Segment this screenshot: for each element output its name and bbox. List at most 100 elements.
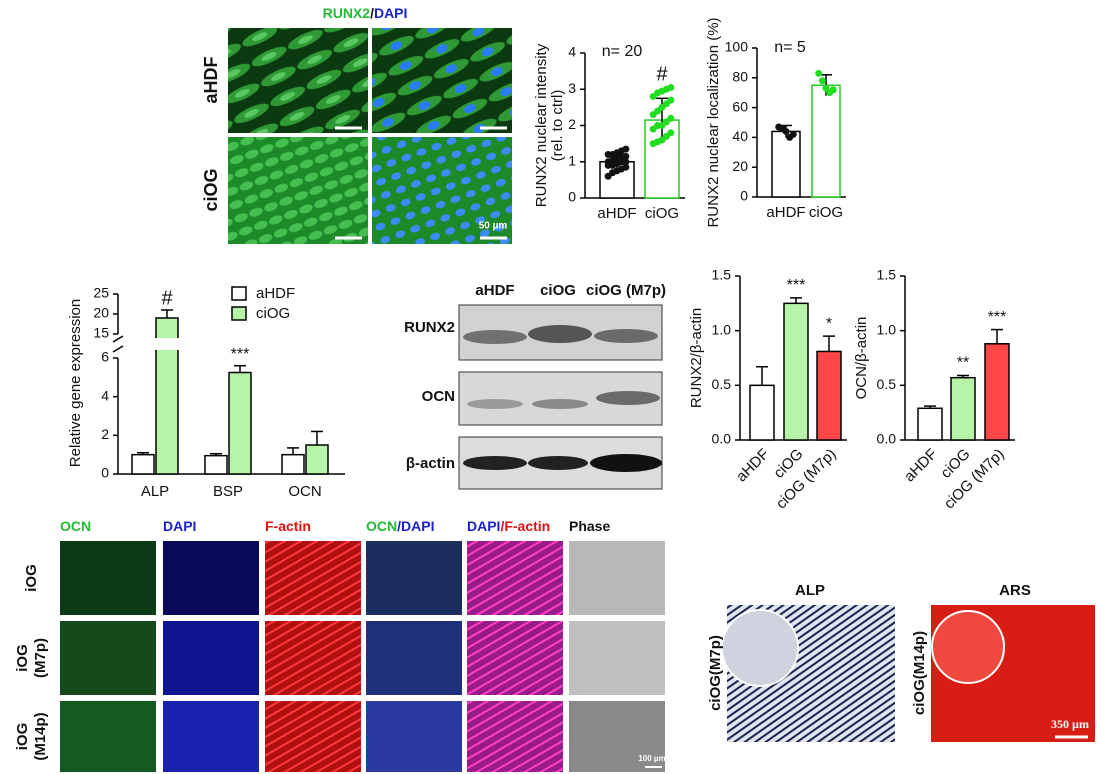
bar (811, 84, 841, 198)
micrograph (569, 541, 665, 615)
y-tick-label: 2 (101, 426, 109, 442)
micrograph (265, 701, 361, 772)
legend-swatch (231, 286, 247, 301)
significance: ** (957, 355, 969, 372)
micrograph (372, 28, 512, 133)
data-point (667, 114, 675, 122)
header-part: DAPI (467, 518, 500, 534)
bar (281, 453, 305, 475)
y-tick-label: 0.0 (877, 431, 897, 447)
stain-title: ARS (999, 582, 1031, 599)
data-point (789, 130, 797, 138)
y-tick-label: 20 (93, 305, 109, 321)
y-tick-label: 0 (568, 189, 576, 205)
data-point (622, 152, 630, 160)
y-tick-label: 40 (732, 128, 748, 144)
bar (228, 371, 252, 475)
y-axis-label: (rel. to ctrl) (549, 90, 566, 162)
bar (950, 376, 976, 441)
lane-label: aHDF (475, 282, 514, 299)
bar (749, 384, 775, 441)
y-axis-label: RUNX2 nuclear intensity (533, 43, 550, 207)
row-label: iOG (23, 564, 40, 592)
y-axis-label: Relative gene expression (67, 299, 84, 467)
significance: # (656, 64, 668, 86)
micrograph (366, 621, 462, 695)
lane-label: ciOG (540, 282, 576, 299)
y-tick-label: 25 (93, 285, 109, 301)
micrograph (228, 28, 368, 133)
data-point (622, 163, 630, 171)
bar (984, 343, 1010, 441)
row-label: iOG (14, 723, 31, 751)
bar (204, 454, 228, 475)
row-label: ciOG (201, 168, 221, 211)
blot-row-label: RUNX2 (404, 319, 455, 336)
significance: *** (988, 309, 1007, 326)
data-point (829, 86, 837, 94)
micrograph (163, 541, 259, 615)
annotation: n= 5 (774, 39, 806, 56)
micrograph (372, 137, 512, 244)
y-tick-label: 4 (101, 387, 109, 403)
well (721, 609, 799, 687)
legend-label: aHDF (256, 285, 295, 302)
column-header: OCN/DAPI (366, 518, 434, 534)
data-point (667, 83, 675, 91)
blot-row-label: β-actin (406, 455, 455, 472)
y-tick-label: 6 (101, 349, 109, 365)
y-tick-label: 0 (101, 465, 109, 481)
x-tick-label: ALP (141, 483, 169, 500)
micrograph (569, 621, 665, 695)
row-label: (M14p) (32, 712, 49, 760)
column-header: DAPI (163, 518, 196, 534)
y-tick-label: 0.5 (877, 376, 897, 392)
micrograph (569, 701, 665, 772)
y-tick-label: 3 (568, 80, 576, 96)
y-tick-label: 4 (568, 44, 576, 60)
bar (816, 350, 842, 441)
y-tick-label: 0 (740, 188, 748, 204)
micrograph (163, 621, 259, 695)
column-header: F-actin (265, 518, 311, 534)
y-tick-label: 1 (568, 152, 576, 168)
significance: # (161, 287, 173, 309)
header-part: OCN (60, 518, 91, 534)
y-tick-label: 15 (93, 325, 109, 341)
header-part: F-actin (265, 518, 311, 534)
scale-label: 50 µm (479, 221, 508, 232)
column-header: Phase (569, 518, 610, 534)
micrograph (366, 541, 462, 615)
micrograph (60, 621, 156, 695)
micrograph (265, 621, 361, 695)
bar (917, 407, 943, 441)
micrograph (163, 701, 259, 772)
well (931, 610, 1005, 684)
image-grid: OCN DAPI F-actin OCN/DAPI DAPI/F-actin Phase i… (14, 518, 666, 772)
axis-break (112, 345, 124, 353)
header-part: Phase (569, 518, 610, 534)
y-axis-label: OCN/β-actin (853, 317, 870, 400)
x-tick-label: aHDF (766, 204, 805, 221)
header-part: OCN (366, 518, 397, 534)
data-point (622, 145, 630, 153)
micrograph (265, 541, 361, 615)
y-tick-label: 1.5 (877, 267, 897, 283)
legend-swatch (231, 306, 247, 321)
header-part: /F-actin (500, 518, 550, 534)
row-label: iOG (14, 644, 31, 672)
y-axis-label: RUNX2/β-actin (688, 308, 705, 408)
y-tick-label: 80 (732, 69, 748, 85)
x-tick-label: ciOG (809, 204, 843, 221)
blot-row-label: OCN (422, 388, 455, 405)
data-point (818, 77, 826, 85)
y-tick-label: 20 (732, 158, 748, 174)
y-tick-label: 2 (568, 116, 576, 132)
y-tick-label: 0.0 (712, 431, 732, 447)
data-point (815, 69, 823, 77)
stain-row-label: ciOG(M7p) (707, 635, 724, 711)
stain-title: ALP (795, 582, 825, 599)
x-tick-label: BSP (213, 483, 243, 500)
bar (131, 453, 155, 475)
